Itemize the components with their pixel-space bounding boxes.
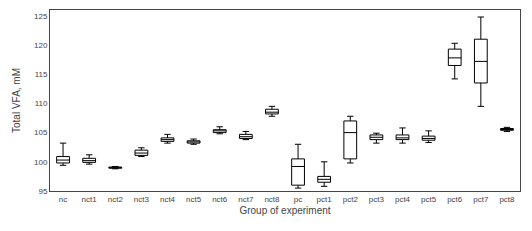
svg-text:pct6: pct6 [447, 195, 463, 204]
svg-text:110: 110 [35, 99, 48, 108]
svg-text:100: 100 [34, 158, 48, 167]
svg-text:Group of experiment: Group of experiment [239, 205, 330, 216]
svg-text:pct3: pct3 [369, 195, 385, 204]
svg-text:nct4: nct4 [160, 195, 176, 204]
svg-text:pct7: pct7 [473, 195, 489, 204]
svg-text:nct2: nct2 [108, 195, 124, 204]
svg-text:120: 120 [34, 41, 48, 50]
svg-text:nct3: nct3 [134, 195, 150, 204]
svg-text:nct7: nct7 [238, 195, 254, 204]
svg-text:pct1: pct1 [317, 195, 333, 204]
svg-text:pct2: pct2 [343, 195, 359, 204]
svg-text:nct6: nct6 [212, 195, 228, 204]
svg-text:115: 115 [35, 70, 48, 79]
svg-text:Total VFA, mM: Total VFA, mM [11, 68, 22, 133]
svg-text:pct4: pct4 [395, 195, 411, 204]
svg-text:105: 105 [34, 128, 48, 137]
svg-text:nct8: nct8 [264, 195, 280, 204]
svg-text:pct8: pct8 [499, 195, 515, 204]
svg-text:nct1: nct1 [82, 195, 98, 204]
svg-text:nc: nc [59, 195, 67, 204]
svg-text:nct5: nct5 [186, 195, 202, 204]
svg-text:pct5: pct5 [421, 195, 437, 204]
svg-text:125: 125 [34, 12, 48, 21]
svg-text:95: 95 [38, 187, 47, 196]
svg-text:pc: pc [294, 195, 302, 204]
